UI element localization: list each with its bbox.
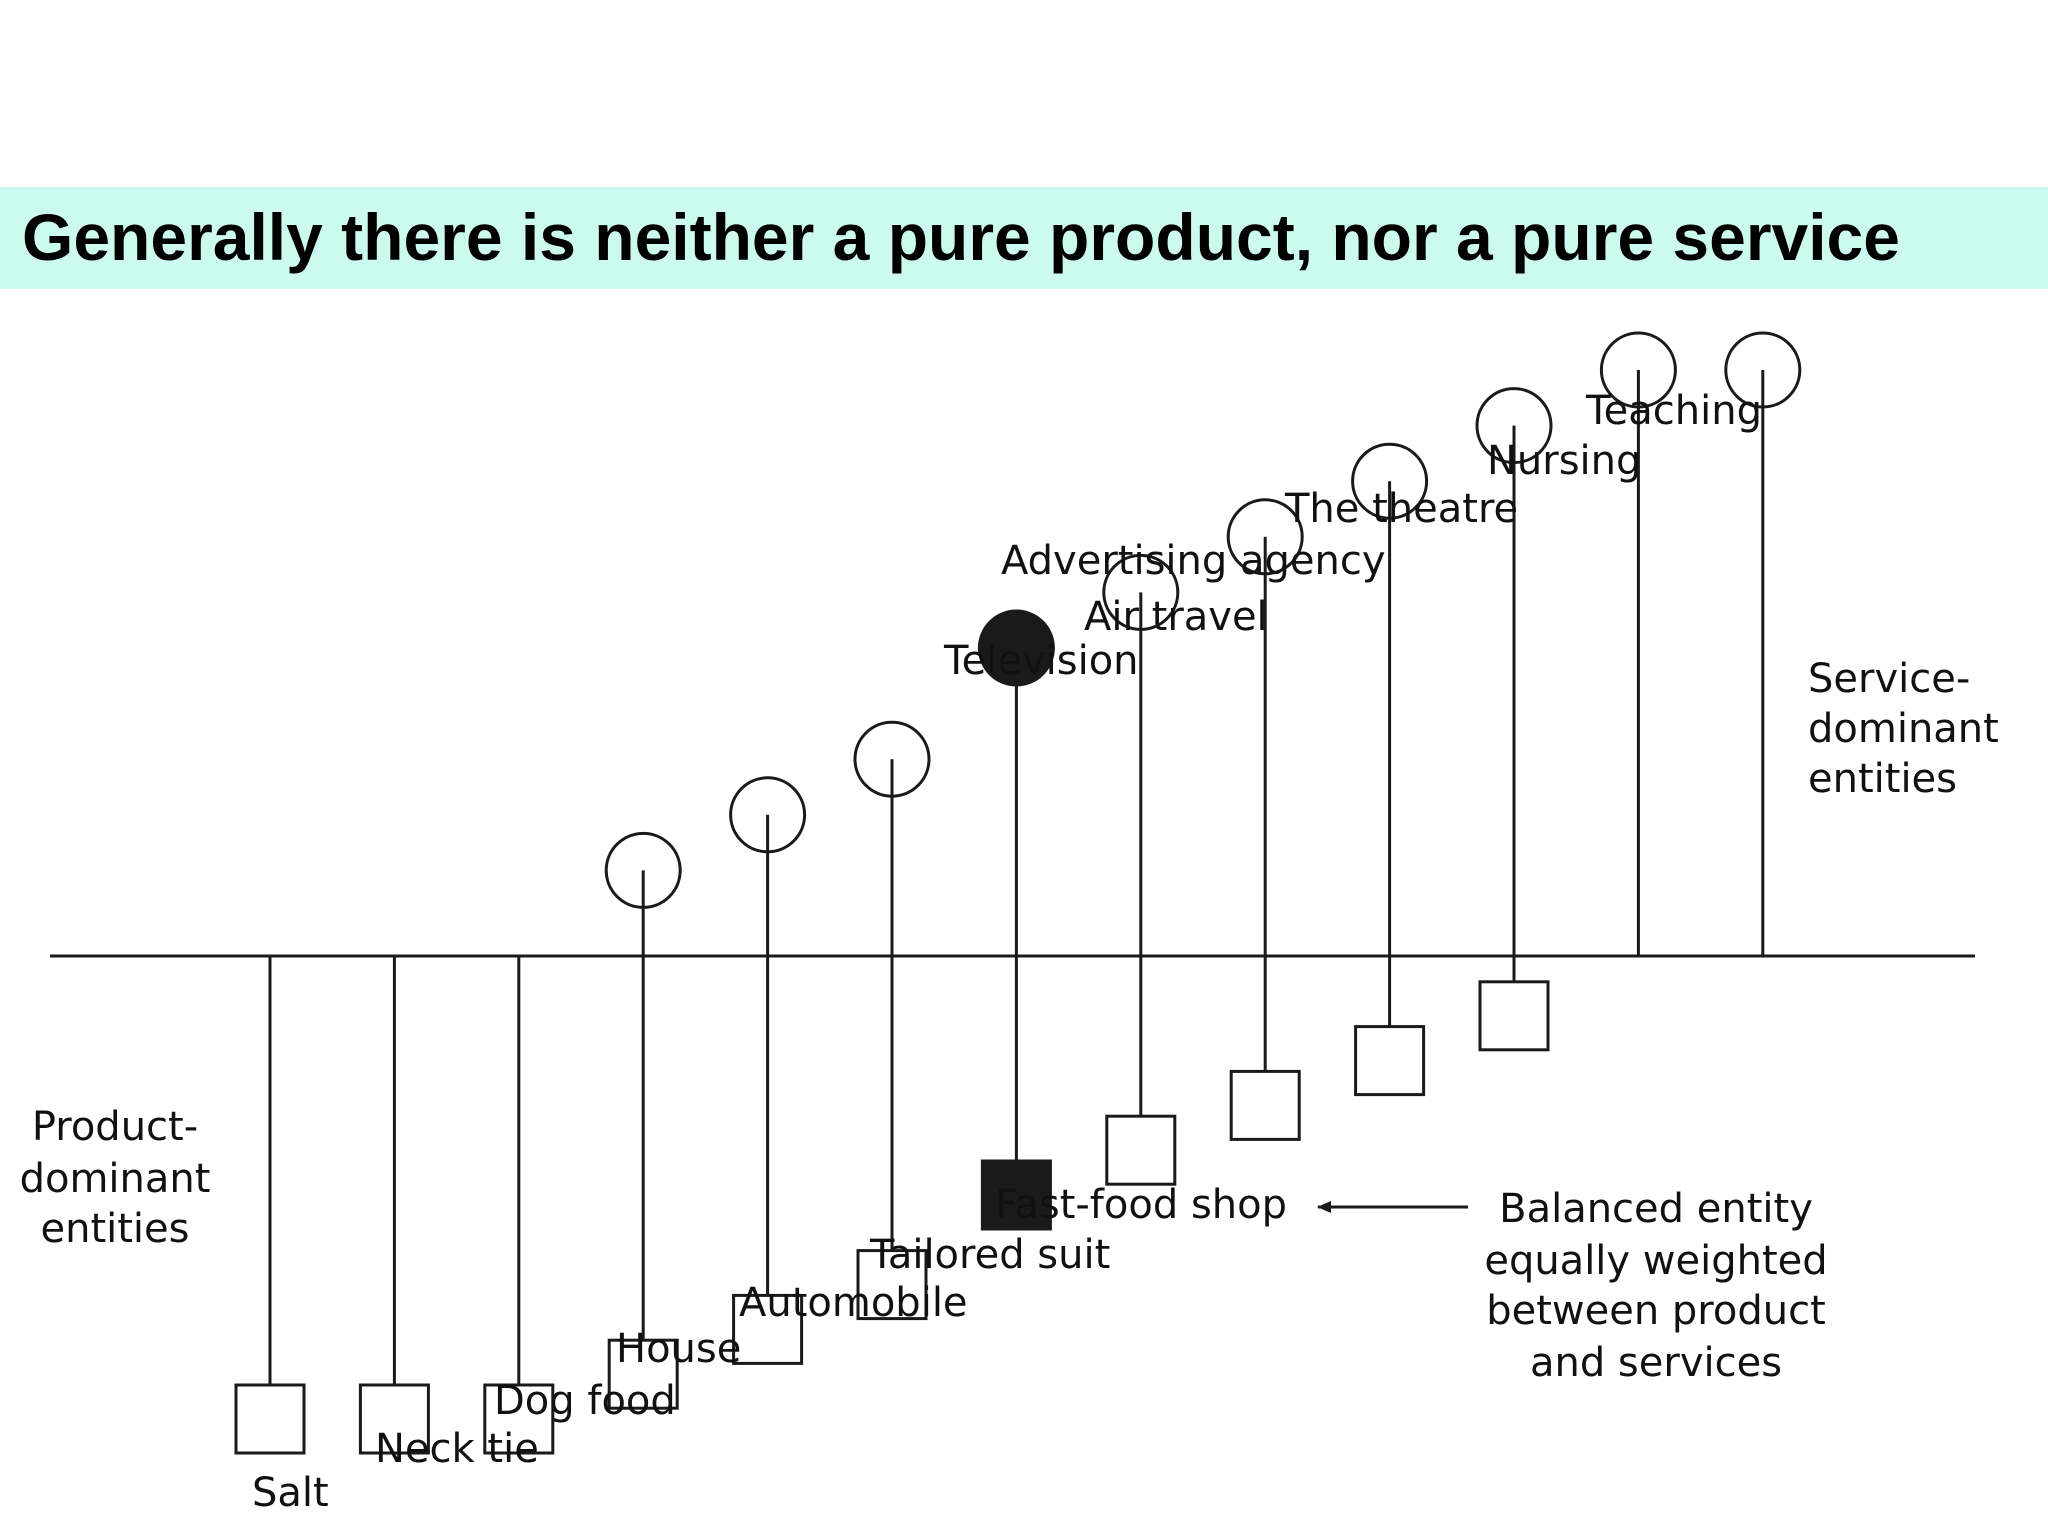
svg-text:dominant: dominant <box>1808 706 1999 752</box>
entity-label-neck-tie: Neck tie <box>375 1426 539 1472</box>
entity-automobile <box>729 776 807 1365</box>
svg-text:dominant: dominant <box>20 1156 211 1202</box>
entity-label-air-travel: Air travel <box>1084 594 1268 640</box>
product-dominant-label: Product- dominant entities <box>20 1104 211 1252</box>
entity-label-the-theatre: The theatre <box>1284 486 1518 532</box>
slide-title: Generally there is neither a pure produc… <box>22 200 1900 274</box>
svg-text:Product-: Product- <box>32 1104 198 1150</box>
entity-label-house: House <box>616 1326 741 1372</box>
product-square <box>732 1293 804 1365</box>
entity-label-tailored-suit: Tailored suit <box>869 1232 1110 1278</box>
entity-label-television: Television <box>943 638 1139 684</box>
service-circle <box>977 609 1055 687</box>
entity-advertising-agency <box>1351 442 1429 1097</box>
svg-text:Service-: Service- <box>1808 656 1970 702</box>
entity-label-salt: Salt <box>252 1470 329 1516</box>
entity-neck-tie <box>358 956 430 1455</box>
svg-text:and services: and services <box>1530 1340 1782 1386</box>
entity-fast-food-shop <box>977 609 1055 1231</box>
svg-text:between product: between product <box>1486 1288 1826 1334</box>
entity-air-travel <box>1226 498 1304 1141</box>
product-square <box>1105 1114 1177 1186</box>
service-dominant-label: Service- dominant entities <box>1808 656 1999 802</box>
entity-television <box>1102 553 1180 1186</box>
balanced-entity-label: Balanced entity equally weighted between… <box>1484 1186 1827 1386</box>
entity-dog-food <box>483 956 555 1455</box>
product-square <box>856 1249 928 1321</box>
title-bar: Generally there is neither a pure produc… <box>0 187 2048 289</box>
entity-salt <box>234 956 306 1455</box>
entities-layer <box>234 331 1802 1455</box>
product-square <box>234 1383 306 1455</box>
product-square <box>1229 1069 1301 1141</box>
entity-tailored-suit <box>853 720 931 1321</box>
entity-label-fast-food-shop: Fast-food shop <box>995 1182 1287 1228</box>
product-square <box>1478 980 1550 1052</box>
product-square <box>483 1383 555 1455</box>
entity-label-teaching: Teaching <box>1585 388 1762 434</box>
entity-label-automobile: Automobile <box>739 1280 968 1326</box>
entity-label-advertising-agency: Advertising agency <box>1001 538 1386 584</box>
entity-label-nursing: Nursing <box>1487 438 1641 484</box>
product-square <box>1354 1025 1426 1097</box>
product-square <box>980 1159 1052 1231</box>
svg-text:entities: entities <box>40 1206 189 1252</box>
entity-house <box>604 831 682 1410</box>
entity-label-dog-food: Dog food <box>494 1378 676 1424</box>
entity-the-theatre <box>1475 387 1553 1052</box>
product-square <box>607 1338 679 1410</box>
entity-nursing <box>1599 331 1677 956</box>
svg-text:equally weighted: equally weighted <box>1484 1238 1827 1284</box>
labels-layer: Salt Neck tie Dog food House Automobile … <box>20 388 1999 1516</box>
product-square <box>358 1383 430 1455</box>
svg-text:Balanced entity: Balanced entity <box>1499 1186 1813 1232</box>
entity-teaching <box>1724 331 1802 956</box>
svg-text:entities: entities <box>1808 756 1957 802</box>
